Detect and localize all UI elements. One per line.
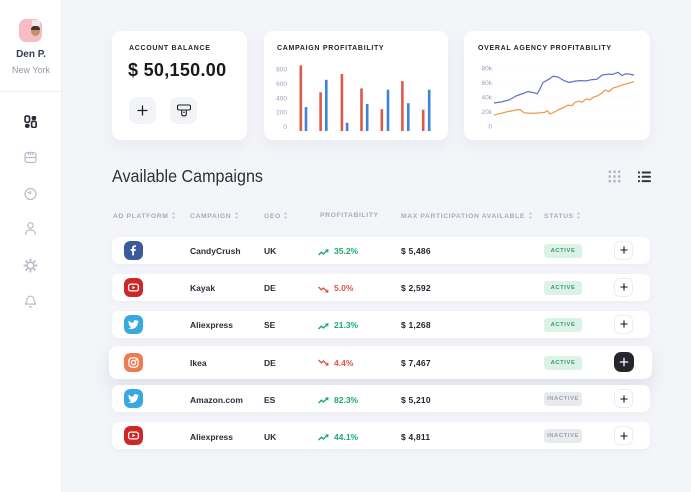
svg-text:0: 0 <box>283 124 287 131</box>
svg-text:20k: 20k <box>482 109 493 116</box>
svg-text:200: 200 <box>276 110 287 117</box>
svg-text:60k: 60k <box>482 80 493 87</box>
svg-text:40k: 40k <box>482 95 493 102</box>
svg-text:400: 400 <box>276 95 287 102</box>
svg-text:600: 600 <box>276 81 287 88</box>
svg-text:800: 800 <box>276 67 287 74</box>
svg-text:0: 0 <box>488 124 492 131</box>
svg-text:80k: 80k <box>482 66 493 73</box>
